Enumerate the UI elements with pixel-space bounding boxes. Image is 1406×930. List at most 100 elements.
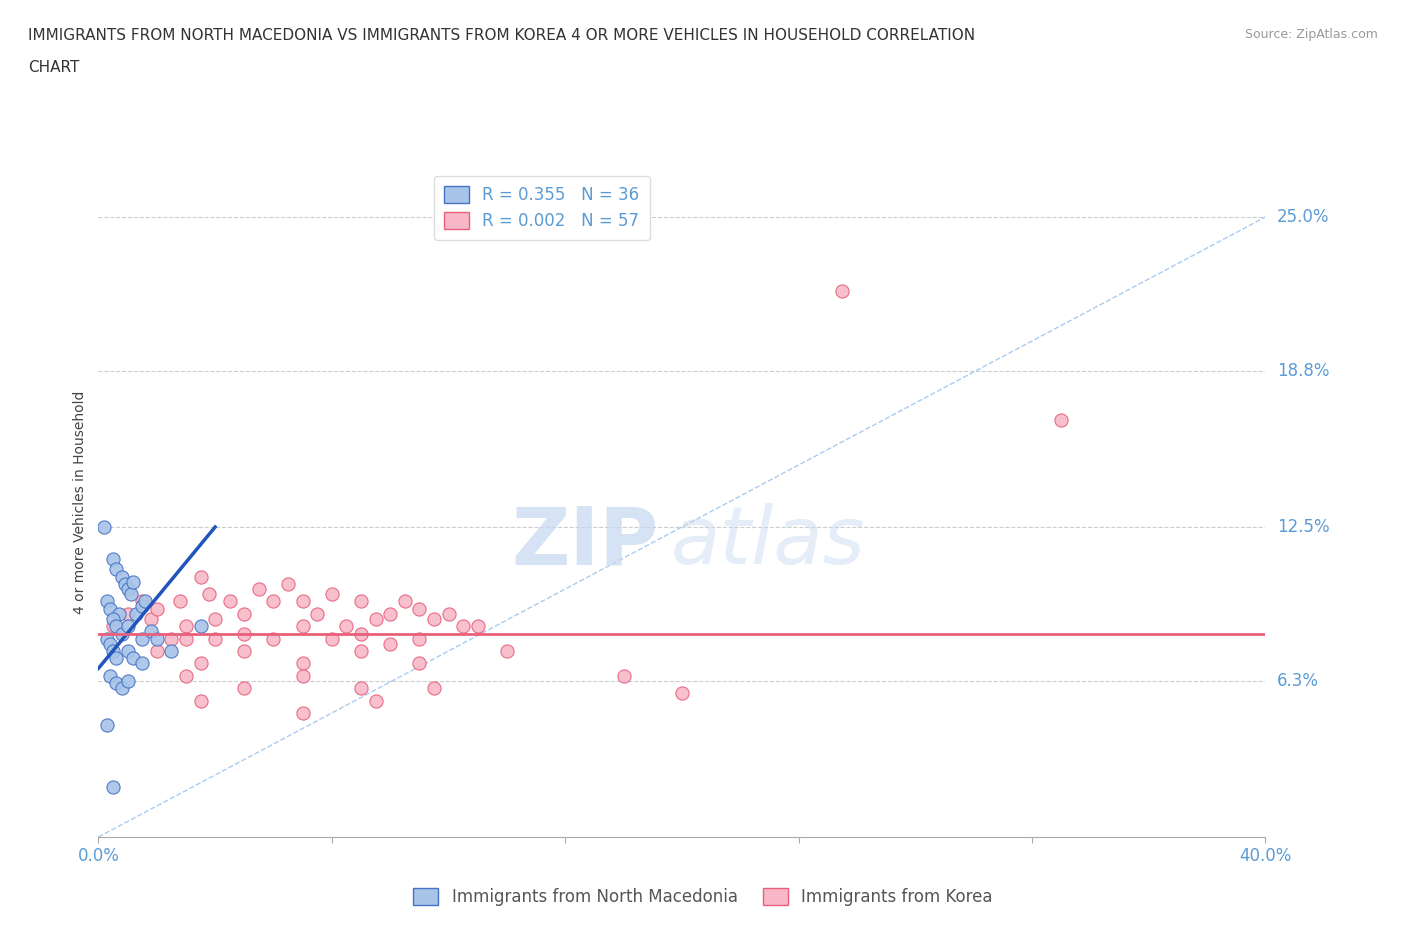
Point xyxy=(291,706,314,721)
Point xyxy=(190,693,212,708)
Point xyxy=(495,644,517,658)
Point xyxy=(408,631,430,646)
Legend: Immigrants from North Macedonia, Immigrants from Korea: Immigrants from North Macedonia, Immigra… xyxy=(406,881,1000,912)
Point xyxy=(335,618,357,633)
Point xyxy=(612,669,634,684)
Text: 25.0%: 25.0% xyxy=(1277,208,1330,226)
Point xyxy=(122,574,145,589)
Point xyxy=(423,681,446,696)
Text: IMMIGRANTS FROM NORTH MACEDONIA VS IMMIGRANTS FROM KOREA 4 OR MORE VEHICLES IN H: IMMIGRANTS FROM NORTH MACEDONIA VS IMMIG… xyxy=(28,28,976,43)
Point xyxy=(111,569,134,584)
Point xyxy=(96,631,118,646)
Point xyxy=(190,656,212,671)
Point xyxy=(350,594,373,609)
Point xyxy=(291,656,314,671)
Point xyxy=(277,577,299,591)
Point xyxy=(117,673,139,688)
Point xyxy=(160,644,183,658)
Point xyxy=(101,551,124,566)
Point xyxy=(364,693,387,708)
Point xyxy=(198,587,221,602)
Point xyxy=(174,631,197,646)
Point xyxy=(125,606,148,621)
Point xyxy=(114,577,136,591)
Point xyxy=(131,656,153,671)
Point xyxy=(93,520,115,535)
Text: 12.5%: 12.5% xyxy=(1277,518,1330,536)
Point xyxy=(98,669,121,684)
Point xyxy=(394,594,416,609)
Point xyxy=(111,626,134,641)
Point xyxy=(160,631,183,646)
Point xyxy=(437,606,460,621)
Point xyxy=(169,594,191,609)
Text: ZIP: ZIP xyxy=(512,503,658,581)
Point xyxy=(101,644,124,658)
Point xyxy=(378,606,402,621)
Point xyxy=(408,602,430,617)
Point xyxy=(120,587,142,602)
Point xyxy=(1050,413,1073,428)
Point xyxy=(117,618,139,633)
Point xyxy=(101,780,124,795)
Point xyxy=(111,681,134,696)
Point xyxy=(96,718,118,733)
Point xyxy=(101,611,124,626)
Point xyxy=(423,611,446,626)
Point xyxy=(204,611,226,626)
Point xyxy=(131,599,153,614)
Point xyxy=(104,618,127,633)
Point xyxy=(101,618,124,633)
Point xyxy=(131,631,153,646)
Point xyxy=(98,602,121,617)
Point xyxy=(134,594,156,609)
Point xyxy=(291,618,314,633)
Point xyxy=(96,594,118,609)
Point xyxy=(98,636,121,651)
Point xyxy=(291,669,314,684)
Point xyxy=(233,606,256,621)
Y-axis label: 4 or more Vehicles in Household: 4 or more Vehicles in Household xyxy=(73,391,87,614)
Point xyxy=(218,594,240,609)
Point xyxy=(104,562,127,577)
Point xyxy=(117,581,139,596)
Point xyxy=(291,594,314,609)
Point xyxy=(350,626,373,641)
Point xyxy=(262,631,284,646)
Point xyxy=(350,681,373,696)
Point xyxy=(190,618,212,633)
Point xyxy=(117,606,139,621)
Point xyxy=(190,569,212,584)
Point xyxy=(146,644,169,658)
Point xyxy=(364,611,387,626)
Point xyxy=(122,651,145,666)
Point xyxy=(233,626,256,641)
Point xyxy=(233,644,256,658)
Point xyxy=(131,594,153,609)
Point xyxy=(146,602,169,617)
Point xyxy=(350,644,373,658)
Point xyxy=(139,624,162,639)
Point xyxy=(451,618,474,633)
Point xyxy=(174,669,197,684)
Point xyxy=(671,685,693,700)
Text: 18.8%: 18.8% xyxy=(1277,362,1330,379)
Legend: R = 0.355   N = 36, R = 0.002   N = 57: R = 0.355 N = 36, R = 0.002 N = 57 xyxy=(434,176,650,240)
Point xyxy=(307,606,329,621)
Point xyxy=(139,611,162,626)
Point xyxy=(233,681,256,696)
Point xyxy=(262,594,284,609)
Point xyxy=(408,656,430,671)
Point xyxy=(831,284,853,299)
Point xyxy=(247,581,270,596)
Point xyxy=(146,631,169,646)
Point xyxy=(204,631,226,646)
Text: Source: ZipAtlas.com: Source: ZipAtlas.com xyxy=(1244,28,1378,41)
Text: atlas: atlas xyxy=(671,503,865,581)
Point xyxy=(108,606,131,621)
Point xyxy=(378,636,402,651)
Text: CHART: CHART xyxy=(28,60,80,75)
Point xyxy=(117,644,139,658)
Point xyxy=(174,618,197,633)
Point xyxy=(321,631,343,646)
